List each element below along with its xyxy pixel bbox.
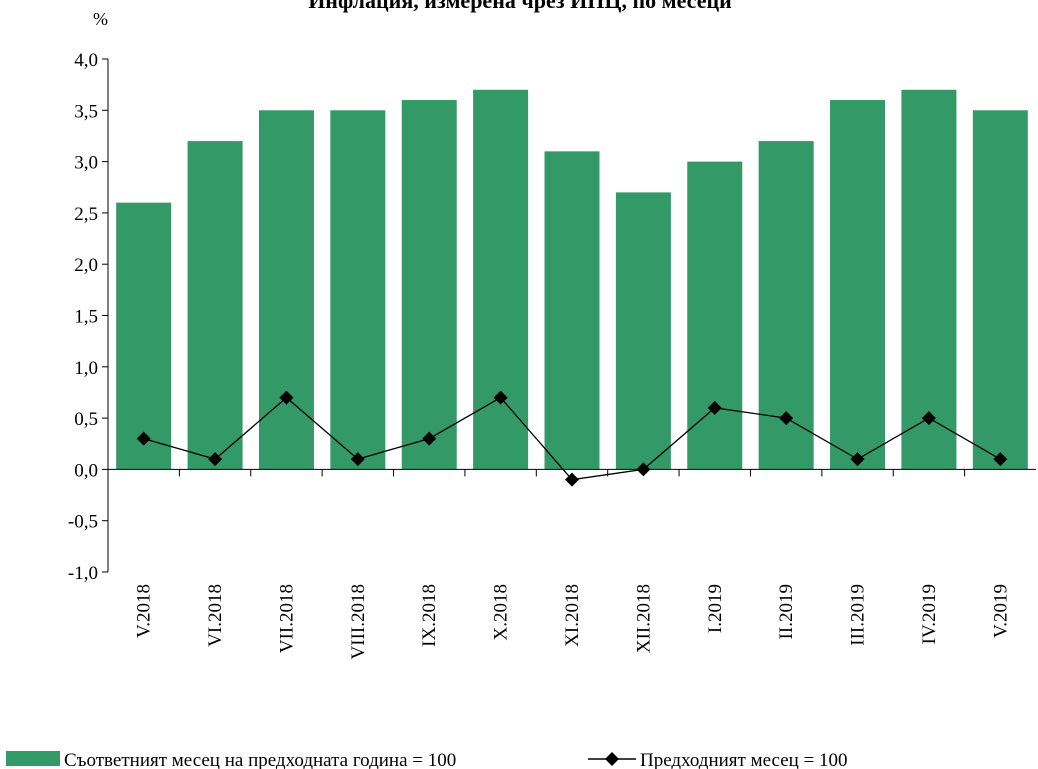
x-category-label: V.2018	[134, 584, 155, 638]
bar-I.2019	[687, 161, 743, 470]
axes	[102, 58, 1036, 573]
bar-XI.2018	[544, 151, 600, 470]
line-point-II.2019	[779, 411, 794, 426]
bar-III.2019	[830, 100, 886, 470]
legend-swatch-bars	[6, 751, 60, 766]
bar-V.2018	[116, 202, 172, 470]
y-axis-unit-label: %	[93, 9, 108, 29]
x-category-label: I.2019	[705, 584, 726, 633]
line-point-XI.2018	[565, 472, 579, 487]
x-category-label: III.2019	[848, 584, 869, 646]
line-point-VIII.2018	[350, 452, 365, 467]
x-category-label: XII.2018	[633, 584, 654, 653]
line-point-VI.2018	[208, 452, 223, 467]
bar-X.2018	[473, 89, 529, 470]
y-tick-label: 4,0	[74, 50, 98, 71]
x-category-label: VI.2018	[205, 584, 226, 647]
legend-label-line: Предходният месец = 100	[640, 750, 848, 769]
line-series	[136, 390, 1008, 487]
y-tick-labels: -1,0 -0,5 0,0 0,5 1,0 1,5 2,0 2,5 3,0 3,5 4,0	[68, 50, 98, 584]
line-point-XII.2018	[636, 462, 651, 477]
y-tick-label: 2,5	[74, 204, 98, 225]
x-category-label: II.2019	[776, 584, 797, 639]
x-category-label: VII.2018	[276, 584, 297, 653]
y-tick-label: 2,0	[74, 255, 98, 276]
bar-VII.2018	[258, 110, 314, 470]
x-category-label: V.2019	[990, 584, 1011, 638]
legend-label-bars: Съответният месец на предходната година …	[64, 750, 456, 769]
x-category-label: IV.2019	[919, 584, 940, 644]
x-category-label: VIII.2018	[348, 584, 369, 659]
x-category-label: X.2018	[491, 584, 512, 640]
chart-title: Инфлация, измерена чрез ИПЦ, по месеци	[308, 0, 732, 13]
legend: Съответният месец на предходната година …	[6, 750, 848, 769]
y-tick-label: 0,0	[74, 460, 98, 481]
line-point-I.2019	[707, 400, 722, 415]
y-tick-label: -1,0	[68, 563, 98, 584]
y-tick-label: 3,5	[74, 101, 98, 122]
line-point-III.2019	[850, 452, 865, 467]
y-tick-label: 1,5	[74, 307, 98, 328]
y-tick-label: 3,0	[74, 153, 98, 174]
line-point-X.2018	[493, 390, 508, 405]
bar-VIII.2018	[330, 110, 386, 470]
bar-IX.2018	[401, 100, 457, 470]
line-point-IV.2019	[921, 411, 936, 426]
x-category-label: IX.2018	[419, 584, 440, 647]
legend-diamond-marker	[605, 752, 619, 766]
x-category-label: XI.2018	[562, 584, 583, 647]
bar-VI.2018	[187, 141, 243, 470]
bar-series	[116, 89, 1028, 470]
bar-V.2019	[972, 110, 1028, 470]
line-point-V.2018	[136, 431, 151, 446]
bar-IV.2019	[901, 89, 957, 470]
line-point-IX.2018	[422, 431, 437, 446]
line-point-V.2019	[993, 452, 1008, 467]
y-tick-label: -0,5	[68, 512, 98, 533]
y-tick-label: 1,0	[74, 358, 98, 379]
line-point-VII.2018	[279, 390, 294, 405]
category-labels: V.2018 VI.2018 VII.2018 VIII.2018 IX.2018 X.2…	[134, 584, 1012, 659]
bar-XII.2018	[615, 192, 671, 470]
y-tick-label: 0,5	[74, 409, 98, 430]
